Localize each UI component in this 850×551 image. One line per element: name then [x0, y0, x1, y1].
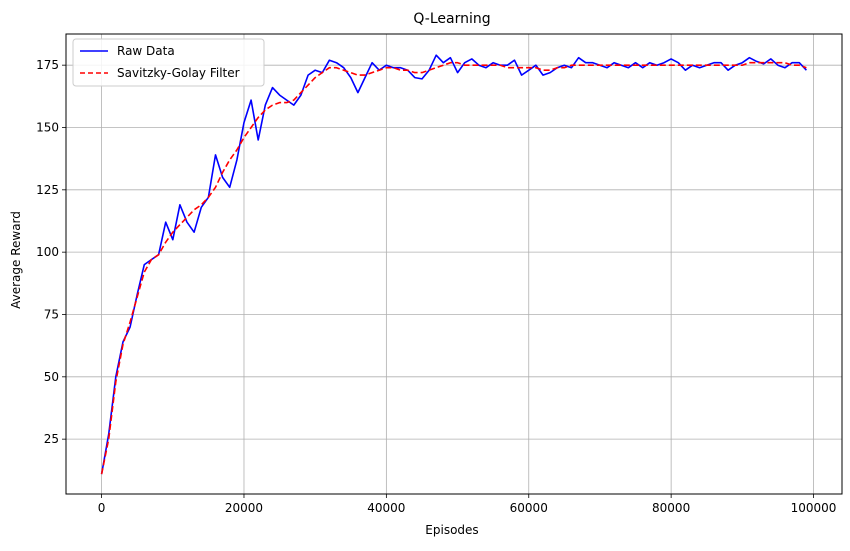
y-tick-label: 150 [36, 120, 59, 134]
x-tick-label: 80000 [652, 501, 690, 515]
chart-title: Q-Learning [413, 11, 490, 27]
legend-label-savitzky-golay: Savitzky-Golay Filter [117, 66, 240, 80]
y-tick-label: 175 [36, 58, 59, 72]
grid-lines [66, 34, 842, 494]
y-tick-label: 50 [44, 370, 59, 384]
x-tick-label: 20000 [225, 501, 263, 515]
legend: Raw Data Savitzky-Golay Filter [72, 38, 265, 87]
plot-frame [65, 33, 843, 495]
x-tick-label: 40000 [367, 501, 405, 515]
y-tick-label: 100 [36, 245, 59, 259]
series-lines [100, 54, 807, 475]
legend-label-raw-data: Raw Data [117, 44, 175, 58]
series-line-raw-data [100, 54, 807, 475]
x-axis-label: Episodes [425, 523, 478, 537]
y-tick-label: 75 [44, 307, 59, 321]
legend-box [72, 38, 265, 87]
axis-ticks: 0 20000 40000 60000 80000 100000 25 50 75 100 125 1… [36, 58, 836, 515]
x-tick-label: 60000 [510, 501, 548, 515]
y-tick-label: 25 [44, 432, 59, 446]
x-tick-label: 100000 [791, 501, 837, 515]
series-line-savitzky-golay-filter [100, 61, 807, 475]
x-tick-label: 0 [98, 501, 106, 515]
y-axis-label: Average Reward [9, 211, 23, 309]
y-tick-label: 125 [36, 183, 59, 197]
